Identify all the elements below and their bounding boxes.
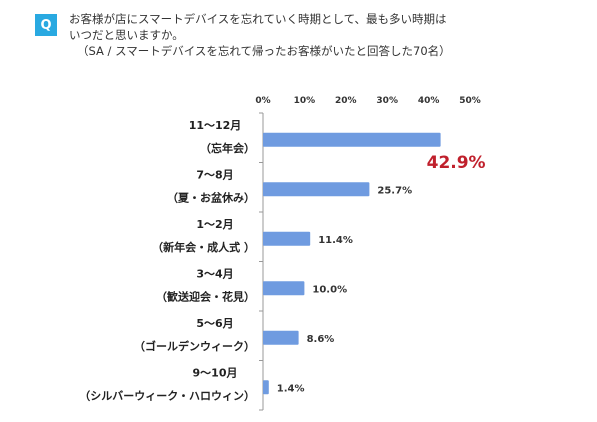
bar: [263, 231, 311, 246]
category-label-event: （新年会・成人式 ）: [152, 240, 255, 254]
category-label-period: 5～6月: [196, 317, 233, 330]
category-label-period: 11～12月: [189, 119, 242, 132]
bar-value-label: 1.4%: [277, 383, 305, 394]
bar: [263, 330, 299, 345]
question-note: （SA / スマートデバイスを忘れて帰ったお客様がいたと回答した70名）: [77, 44, 451, 58]
category-label-period: 3～4月: [196, 267, 233, 280]
category-label-event: （夏・お盆休み）: [167, 190, 255, 204]
bar: [263, 132, 441, 147]
bar-value-label: 10.0%: [312, 284, 347, 295]
bar: [263, 182, 370, 197]
x-tick-label: 20%: [335, 96, 357, 106]
question-line-1: お客様が店にスマートデバイスを忘れていく時期として、最も多い時期は: [69, 12, 447, 26]
category-label-period: 7～8月: [196, 168, 233, 181]
x-tick-label: 0%: [255, 96, 270, 106]
x-tick-label: 30%: [376, 96, 398, 106]
x-tick-label: 40%: [418, 96, 440, 106]
bar-value-label-highlight: 42.9%: [427, 153, 486, 173]
category-label-period: 1～2月: [196, 218, 233, 231]
bar: [263, 380, 269, 395]
x-tick-label: 10%: [294, 96, 316, 106]
bar-value-label: 25.7%: [377, 185, 412, 196]
category-label-event: （ゴールデンウィーク）: [134, 339, 255, 353]
category-label-event: （歓送迎会・花見）: [156, 289, 255, 303]
category-label-period: 9～10月: [193, 366, 238, 379]
question-line-2: いつだと思いますか。: [69, 28, 184, 42]
question-badge: Q: [35, 14, 57, 36]
category-label-event: （シルバーウィーク・ハロウィン）: [79, 389, 255, 402]
x-tick-label: 50%: [459, 96, 481, 106]
category-label-event: （忘年会）: [200, 141, 255, 155]
bar-value-label: 11.4%: [318, 235, 353, 246]
question-text: お客様が店にスマートデバイスを忘れていく時期として、最も多い時期は いつだと思い…: [69, 11, 589, 59]
bar-value-label: 8.6%: [307, 334, 335, 345]
bar: [263, 281, 305, 296]
